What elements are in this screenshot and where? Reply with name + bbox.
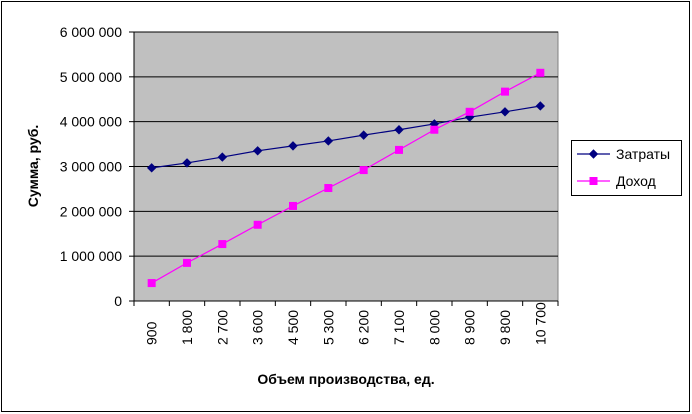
x-tick-label: 3 600 [250,310,266,345]
data-point [358,130,369,140]
x-tick-label: 7 100 [391,310,407,345]
x-tick-label: 4 500 [285,310,301,345]
data-point [252,146,263,156]
y-tick-label: 2 000 000 [60,203,122,219]
data-point [323,136,334,146]
series-line [151,72,541,284]
y-tick-label: 6 000 000 [60,24,122,40]
data-point [359,166,368,175]
data-point [536,68,545,77]
y-axis-label: Сумма, руб. [25,125,41,208]
data-point [183,258,191,267]
x-tick-label: 5 300 [320,310,336,345]
x-tick-label: 900 [144,321,160,345]
data-point [465,107,474,116]
data-point [394,125,404,135]
data-point [500,107,510,117]
data-point [182,158,192,168]
data-point [324,184,333,193]
x-tick-label: 1 800 [179,310,195,345]
data-point [430,125,439,134]
legend-label: Доход [616,173,656,189]
x-tick-label: 6 200 [356,310,372,345]
data-point [217,152,228,162]
legend [571,140,682,196]
data-point [395,145,403,154]
data-point [535,101,546,111]
y-tick-label: 5 000 000 [60,69,122,85]
y-tick-label: 0 [114,293,122,309]
data-point [218,240,227,249]
legend-marker [588,149,599,159]
x-tick-label: 10 700 [532,302,548,345]
x-tick-label: 8 000 [426,310,442,345]
x-axis-label: Объем производства, ед. [257,371,434,387]
series-line [151,105,541,169]
data-point [147,279,156,288]
data-point [288,141,298,151]
data-point [501,87,509,96]
x-tick-label: 2 700 [214,310,230,345]
y-tick-label: 4 000 000 [60,114,122,130]
x-tick-label: 8 900 [462,310,478,345]
y-tick-label: 1 000 000 [60,248,122,264]
data-point [253,220,262,229]
y-tick-label: 3 000 000 [60,159,122,175]
data-point [289,201,297,210]
legend-marker [589,177,598,185]
x-tick-label: 9 800 [497,310,513,345]
legend-label: Затраты [616,146,670,162]
data-point [146,163,157,173]
